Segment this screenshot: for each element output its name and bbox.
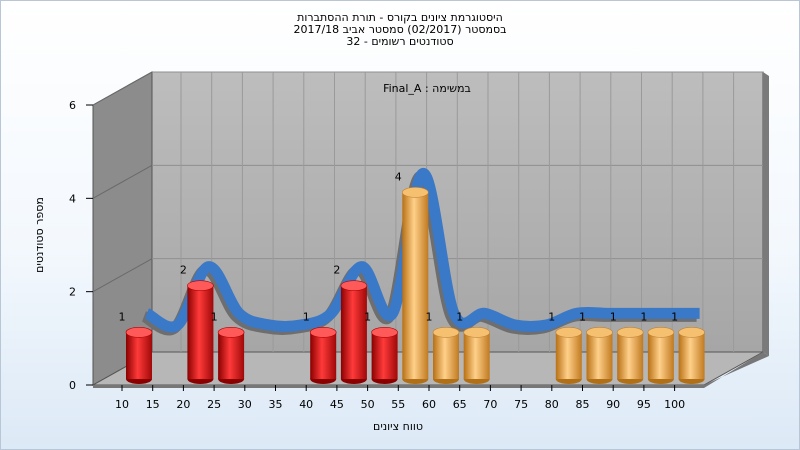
bar-value-label: 1 — [211, 310, 218, 323]
bar-top — [340, 280, 368, 291]
y-axis-title: מספר סטודנטים — [33, 197, 46, 273]
bar: 1 — [671, 310, 705, 384]
bar-body — [402, 192, 429, 379]
bar: 2 — [333, 264, 368, 384]
bar-body — [126, 332, 152, 379]
bar-value-label: 1 — [303, 310, 310, 323]
x-tick-label: 25 — [207, 398, 221, 411]
bar-body — [617, 332, 644, 379]
bar: 1 — [211, 310, 245, 384]
bar-value-label: 1 — [456, 310, 463, 323]
bar: 1 — [456, 310, 491, 384]
gridline-wall — [92, 258, 153, 293]
bar-body — [218, 332, 245, 379]
bar-body — [555, 332, 582, 379]
bar-body — [586, 332, 613, 379]
bar-top — [586, 327, 613, 338]
bar-top — [187, 280, 214, 291]
x-tick-label: 85 — [576, 398, 590, 411]
x-tick-label: 45 — [330, 398, 344, 411]
x-tick-label: 70 — [483, 398, 497, 411]
bar-top — [463, 327, 491, 338]
bar: 4 — [395, 170, 429, 384]
bar-value-label: 1 — [548, 310, 555, 323]
bars: 1 2 1 1 2 1 4 1 1 1 1 1 1 1 — [119, 170, 705, 384]
bar-top — [432, 327, 460, 338]
bar-value-label: 1 — [610, 310, 617, 323]
bar-value-label: 2 — [180, 264, 187, 277]
bar-value-label: 1 — [579, 310, 586, 323]
bar-body — [310, 332, 337, 379]
x-tick-label: 35 — [269, 398, 283, 411]
bar-value-label: 1 — [671, 310, 678, 323]
bar: 1 — [426, 310, 460, 384]
bar-body — [371, 332, 398, 379]
bar-top — [678, 327, 705, 338]
x-axis-title: טווח ציונים — [373, 420, 423, 433]
y-tick-label: 6 — [69, 99, 76, 112]
bar-body — [340, 285, 367, 379]
bar-top — [616, 327, 644, 338]
x-tick-label: 60 — [422, 398, 436, 411]
x-tick-label: 55 — [391, 398, 405, 411]
chart-title: היסטוגרמת ציונים בקורס - תורת ההסתברות — [297, 11, 503, 24]
x-axis-ticks: 10 15 20 25 30 35 40 45 50 55 60 65 70 75 80 85 90 95 100 — [115, 385, 685, 411]
y-tick-label: 2 — [69, 286, 76, 299]
bar-top — [371, 327, 398, 338]
gridline-wall — [92, 71, 153, 106]
x-tick-label: 65 — [453, 398, 467, 411]
bar-top — [217, 327, 245, 338]
x-tick-label: 30 — [238, 398, 252, 411]
task-annotation: במשימה : Final_A — [383, 82, 471, 95]
bar: 1 — [303, 310, 337, 384]
bar-top — [309, 327, 337, 338]
bar-body — [678, 332, 705, 379]
bar-body — [433, 332, 459, 379]
x-tick-label: 80 — [545, 398, 559, 411]
y-tick-label: 0 — [69, 379, 76, 392]
bar: 2 — [180, 264, 214, 384]
bar-value-label: 1 — [119, 310, 126, 323]
bar: 1 — [640, 310, 675, 384]
x-tick-label: 10 — [115, 398, 129, 411]
bar-body — [647, 332, 674, 379]
bar-top — [647, 327, 675, 338]
bar: 1 — [579, 310, 613, 384]
bar-value-label: 4 — [395, 170, 402, 183]
y-tick-label: 4 — [69, 192, 76, 205]
x-tick-label: 100 — [664, 398, 685, 411]
bar-top — [125, 327, 153, 338]
bar: 1 — [364, 310, 398, 384]
chart-subtitle: בסמסטר (02/2017) סמסטר אביב 2017/18 — [293, 23, 507, 36]
bar: 1 — [610, 310, 644, 384]
x-tick-label: 90 — [606, 398, 620, 411]
bar-body — [187, 285, 214, 379]
x-tick-label: 40 — [299, 398, 313, 411]
bar-value-label: 1 — [364, 310, 371, 323]
gridline-wall — [92, 164, 153, 199]
bar-top — [555, 327, 583, 338]
bar-value-label: 1 — [640, 310, 647, 323]
x-tick-label: 15 — [146, 398, 160, 411]
bar-value-label: 2 — [333, 264, 340, 277]
right-wall-edge — [763, 72, 769, 356]
bar-top — [401, 187, 429, 198]
bar-value-label: 1 — [426, 310, 433, 323]
x-tick-label: 50 — [361, 398, 375, 411]
chart-registered-count: סטודנטים רשומים - 32 — [346, 35, 454, 48]
x-tick-label: 95 — [637, 398, 651, 411]
x-tick-label: 75 — [514, 398, 528, 411]
bar: 1 — [119, 310, 153, 384]
bar-body — [463, 332, 490, 379]
curve-line — [144, 167, 700, 333]
bar: 1 — [548, 310, 583, 384]
y-axis-ticks: 0 2 4 6 — [69, 99, 93, 392]
distribution-curve — [141, 167, 700, 336]
x-tick-label: 20 — [176, 398, 190, 411]
